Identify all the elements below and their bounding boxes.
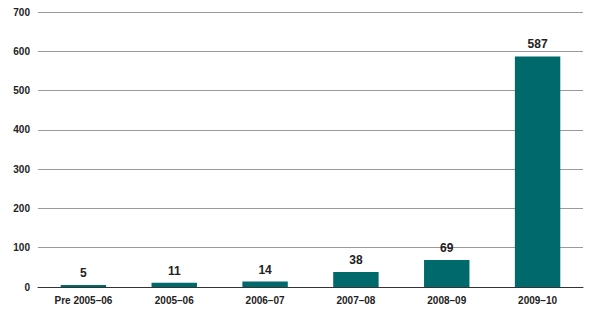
svg-text:2007–08: 2007–08 <box>336 295 375 306</box>
svg-text:38: 38 <box>349 253 363 267</box>
svg-text:11: 11 <box>168 264 181 278</box>
svg-text:587: 587 <box>528 37 548 51</box>
svg-text:0: 0 <box>24 282 30 293</box>
svg-text:100: 100 <box>13 242 30 253</box>
svg-text:2008–09: 2008–09 <box>427 295 466 306</box>
svg-text:2006–07: 2006–07 <box>246 295 285 306</box>
svg-text:200: 200 <box>13 203 30 214</box>
svg-text:69: 69 <box>440 241 454 255</box>
svg-text:5: 5 <box>80 266 87 280</box>
svg-text:2005–06: 2005–06 <box>155 295 194 306</box>
svg-text:600: 600 <box>13 46 30 57</box>
svg-text:700: 700 <box>13 7 30 18</box>
svg-text:2009–10: 2009–10 <box>518 295 557 306</box>
svg-text:Pre 2005–06: Pre 2005–06 <box>54 295 112 306</box>
svg-text:500: 500 <box>13 85 30 96</box>
svg-text:14: 14 <box>258 263 272 277</box>
svg-text:400: 400 <box>13 124 30 135</box>
svg-text:300: 300 <box>13 164 30 175</box>
